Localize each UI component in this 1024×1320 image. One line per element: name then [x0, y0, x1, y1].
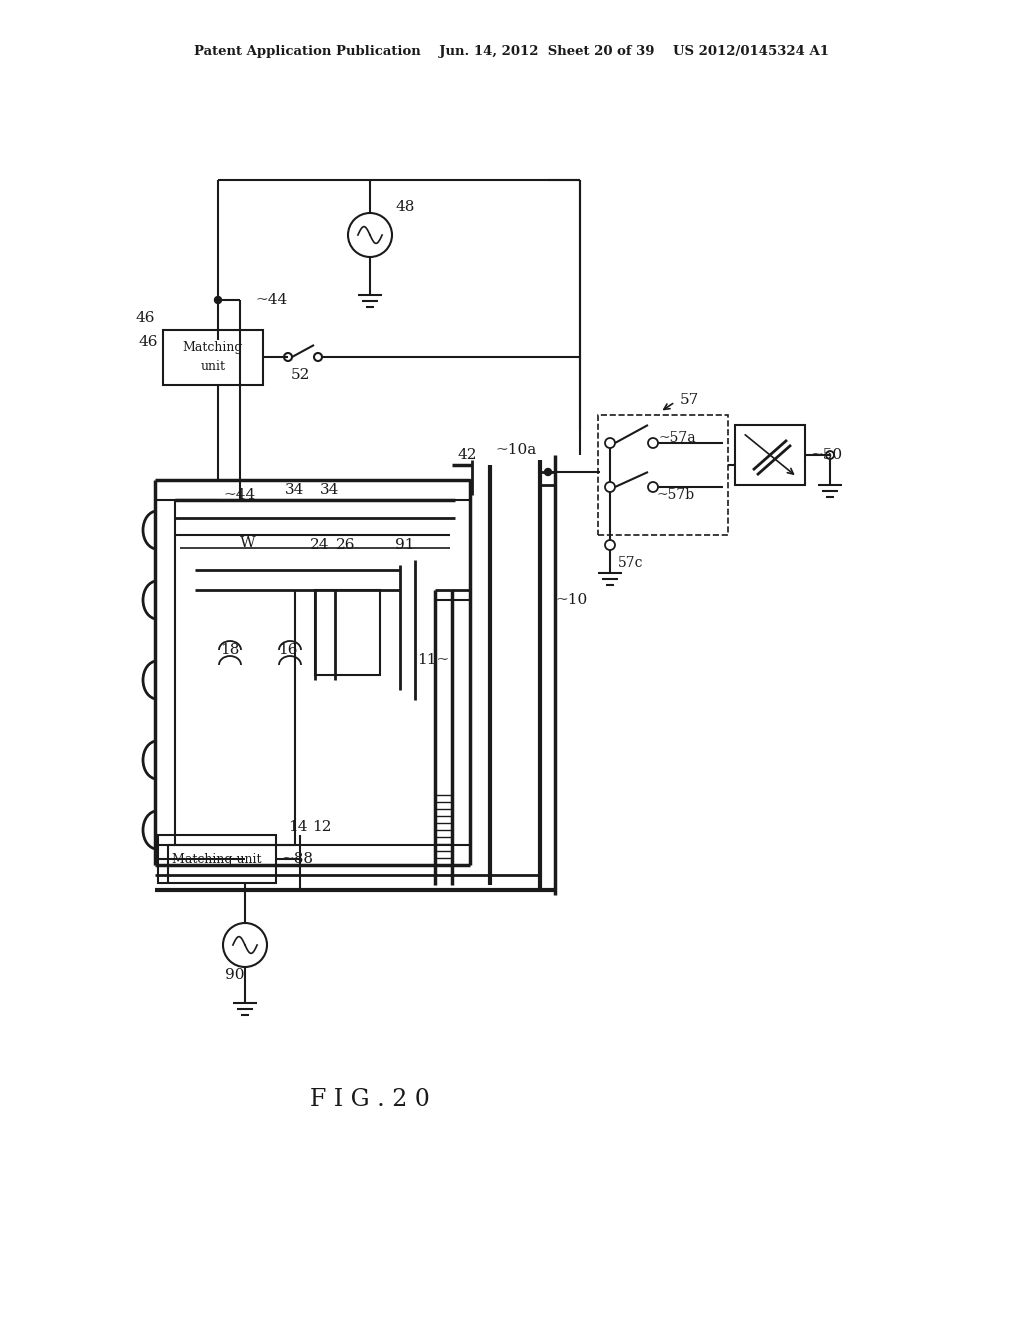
Text: 46: 46 [138, 335, 158, 348]
Text: 14: 14 [288, 820, 307, 834]
Bar [163, 330, 263, 385]
Text: 48: 48 [395, 201, 415, 214]
Text: W: W [240, 536, 256, 550]
Text: ~88: ~88 [281, 851, 313, 866]
Text: ~44: ~44 [223, 488, 255, 502]
Text: 34: 34 [319, 483, 339, 498]
Text: F I G . 2 0: F I G . 2 0 [310, 1089, 430, 1111]
Circle shape [214, 297, 221, 304]
Text: 11~: 11~ [417, 653, 450, 667]
Bar [315, 590, 380, 675]
Text: unit: unit [201, 359, 225, 372]
Text: Matching: Matching [182, 341, 244, 354]
Text: ~10: ~10 [555, 593, 587, 607]
Text: 57c: 57c [618, 556, 643, 570]
Text: Patent Application Publication    Jun. 14, 2012  Sheet 20 of 39    US 2012/01453: Patent Application Publication Jun. 14, … [195, 45, 829, 58]
Text: 46: 46 [135, 312, 155, 325]
Text: 18: 18 [220, 643, 240, 657]
Text: 34: 34 [285, 483, 304, 498]
Text: 16: 16 [278, 643, 298, 657]
Text: ~10a: ~10a [495, 444, 537, 457]
Text: Matching unit: Matching unit [172, 853, 262, 866]
Bar [735, 425, 805, 484]
Text: 90: 90 [225, 968, 245, 982]
Circle shape [545, 469, 552, 475]
Text: 42: 42 [457, 447, 476, 462]
Text: 52: 52 [291, 368, 310, 381]
Text: ~50: ~50 [810, 447, 842, 462]
Text: 26: 26 [336, 539, 355, 552]
Text: ~57b: ~57b [656, 488, 694, 502]
Bar [598, 414, 728, 535]
Text: ~57a: ~57a [658, 432, 695, 445]
Bar [158, 836, 276, 883]
Text: 57: 57 [680, 393, 699, 407]
Text: ~44: ~44 [255, 293, 288, 308]
Text: 91: 91 [395, 539, 415, 552]
Text: 24: 24 [310, 539, 330, 552]
Text: 12: 12 [312, 820, 332, 834]
